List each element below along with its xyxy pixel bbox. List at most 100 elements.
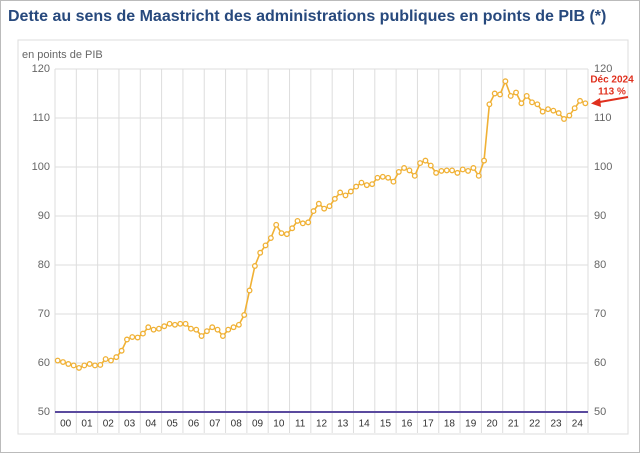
y2-tick-label: 100 xyxy=(594,161,612,173)
point xyxy=(539,108,546,115)
x-tick-label: 15 xyxy=(380,419,392,430)
point xyxy=(150,326,157,333)
point xyxy=(390,178,397,185)
x-tick-label: 18 xyxy=(444,419,456,430)
y-tick-label: 60 xyxy=(38,357,50,369)
point xyxy=(283,231,290,238)
y-tick-label: 110 xyxy=(32,112,50,124)
point xyxy=(262,242,269,249)
y2-tick-label: 90 xyxy=(594,210,606,222)
point xyxy=(70,362,77,369)
point xyxy=(321,205,328,212)
point xyxy=(465,167,472,174)
y2-tick-label: 60 xyxy=(594,357,606,369)
point xyxy=(475,172,482,179)
x-tick-label: 12 xyxy=(316,419,328,430)
x-tick-label: 05 xyxy=(167,419,179,430)
point xyxy=(518,100,525,107)
x-tick-label: 09 xyxy=(252,419,264,430)
y-tick-label: 90 xyxy=(38,210,50,222)
y-tick-label: 100 xyxy=(32,161,50,173)
y-tick-label: 120 xyxy=(32,63,50,75)
point xyxy=(225,326,232,333)
point xyxy=(577,97,583,104)
point xyxy=(193,326,200,333)
y2-tick-label: 80 xyxy=(594,259,606,271)
x-tick-label: 04 xyxy=(145,419,157,430)
point xyxy=(385,174,392,181)
point xyxy=(145,324,152,331)
point xyxy=(566,112,573,119)
x-tick-label: 19 xyxy=(465,419,477,430)
x-tick-label: 22 xyxy=(529,419,541,430)
point xyxy=(257,249,264,256)
point xyxy=(331,195,338,202)
point xyxy=(481,157,488,164)
point xyxy=(497,91,504,98)
point xyxy=(315,200,322,207)
point xyxy=(326,203,333,210)
point xyxy=(379,173,386,180)
x-tick-label: 17 xyxy=(423,419,435,430)
point xyxy=(422,157,429,164)
point xyxy=(161,323,168,330)
point xyxy=(235,321,242,328)
point xyxy=(60,359,66,365)
x-tick-label: 01 xyxy=(81,419,93,430)
point xyxy=(203,328,210,335)
point xyxy=(81,362,88,369)
y-tick-label: 80 xyxy=(38,259,50,271)
point xyxy=(454,169,461,176)
point xyxy=(523,92,530,99)
point xyxy=(406,167,413,174)
annotation: 113 % xyxy=(598,87,626,98)
x-tick-label: 06 xyxy=(188,419,200,430)
x-tick-label: 02 xyxy=(103,419,115,430)
x-tick-label: 11 xyxy=(295,419,306,430)
point xyxy=(299,220,306,227)
x-tick-label: 10 xyxy=(273,419,285,430)
point xyxy=(289,225,296,232)
point xyxy=(395,168,402,175)
point xyxy=(187,325,194,332)
annotation: Déc 2024 xyxy=(590,75,634,86)
point xyxy=(294,217,301,224)
point xyxy=(486,101,493,108)
point xyxy=(411,172,418,179)
point xyxy=(97,362,104,368)
point xyxy=(337,189,344,196)
y-axis-label: en points de PIB xyxy=(22,49,103,61)
point xyxy=(582,100,589,107)
y2-tick-label: 120 xyxy=(594,63,612,75)
x-tick-label: 07 xyxy=(209,419,221,430)
point xyxy=(470,165,477,171)
point xyxy=(571,105,578,112)
point xyxy=(401,165,408,171)
x-tick-label: 23 xyxy=(550,419,562,430)
point xyxy=(433,169,440,176)
point xyxy=(76,364,82,371)
x-tick-label: 13 xyxy=(337,419,349,430)
point xyxy=(310,208,317,215)
point xyxy=(427,162,434,169)
point xyxy=(267,235,274,241)
point xyxy=(124,336,130,343)
point xyxy=(491,90,498,97)
point xyxy=(246,287,253,294)
point xyxy=(65,361,72,367)
point xyxy=(177,320,184,327)
plot-frame xyxy=(17,39,629,435)
y2-tick-label: 70 xyxy=(594,308,606,320)
chart-title: Dette au sens de Maastricht des administ… xyxy=(8,8,606,25)
point xyxy=(545,106,551,113)
point xyxy=(502,78,509,85)
point xyxy=(443,167,450,174)
point xyxy=(305,219,312,226)
point xyxy=(54,357,61,364)
point xyxy=(214,326,221,333)
point xyxy=(358,179,365,186)
y2-tick-label: 110 xyxy=(594,112,612,124)
point xyxy=(459,166,466,173)
